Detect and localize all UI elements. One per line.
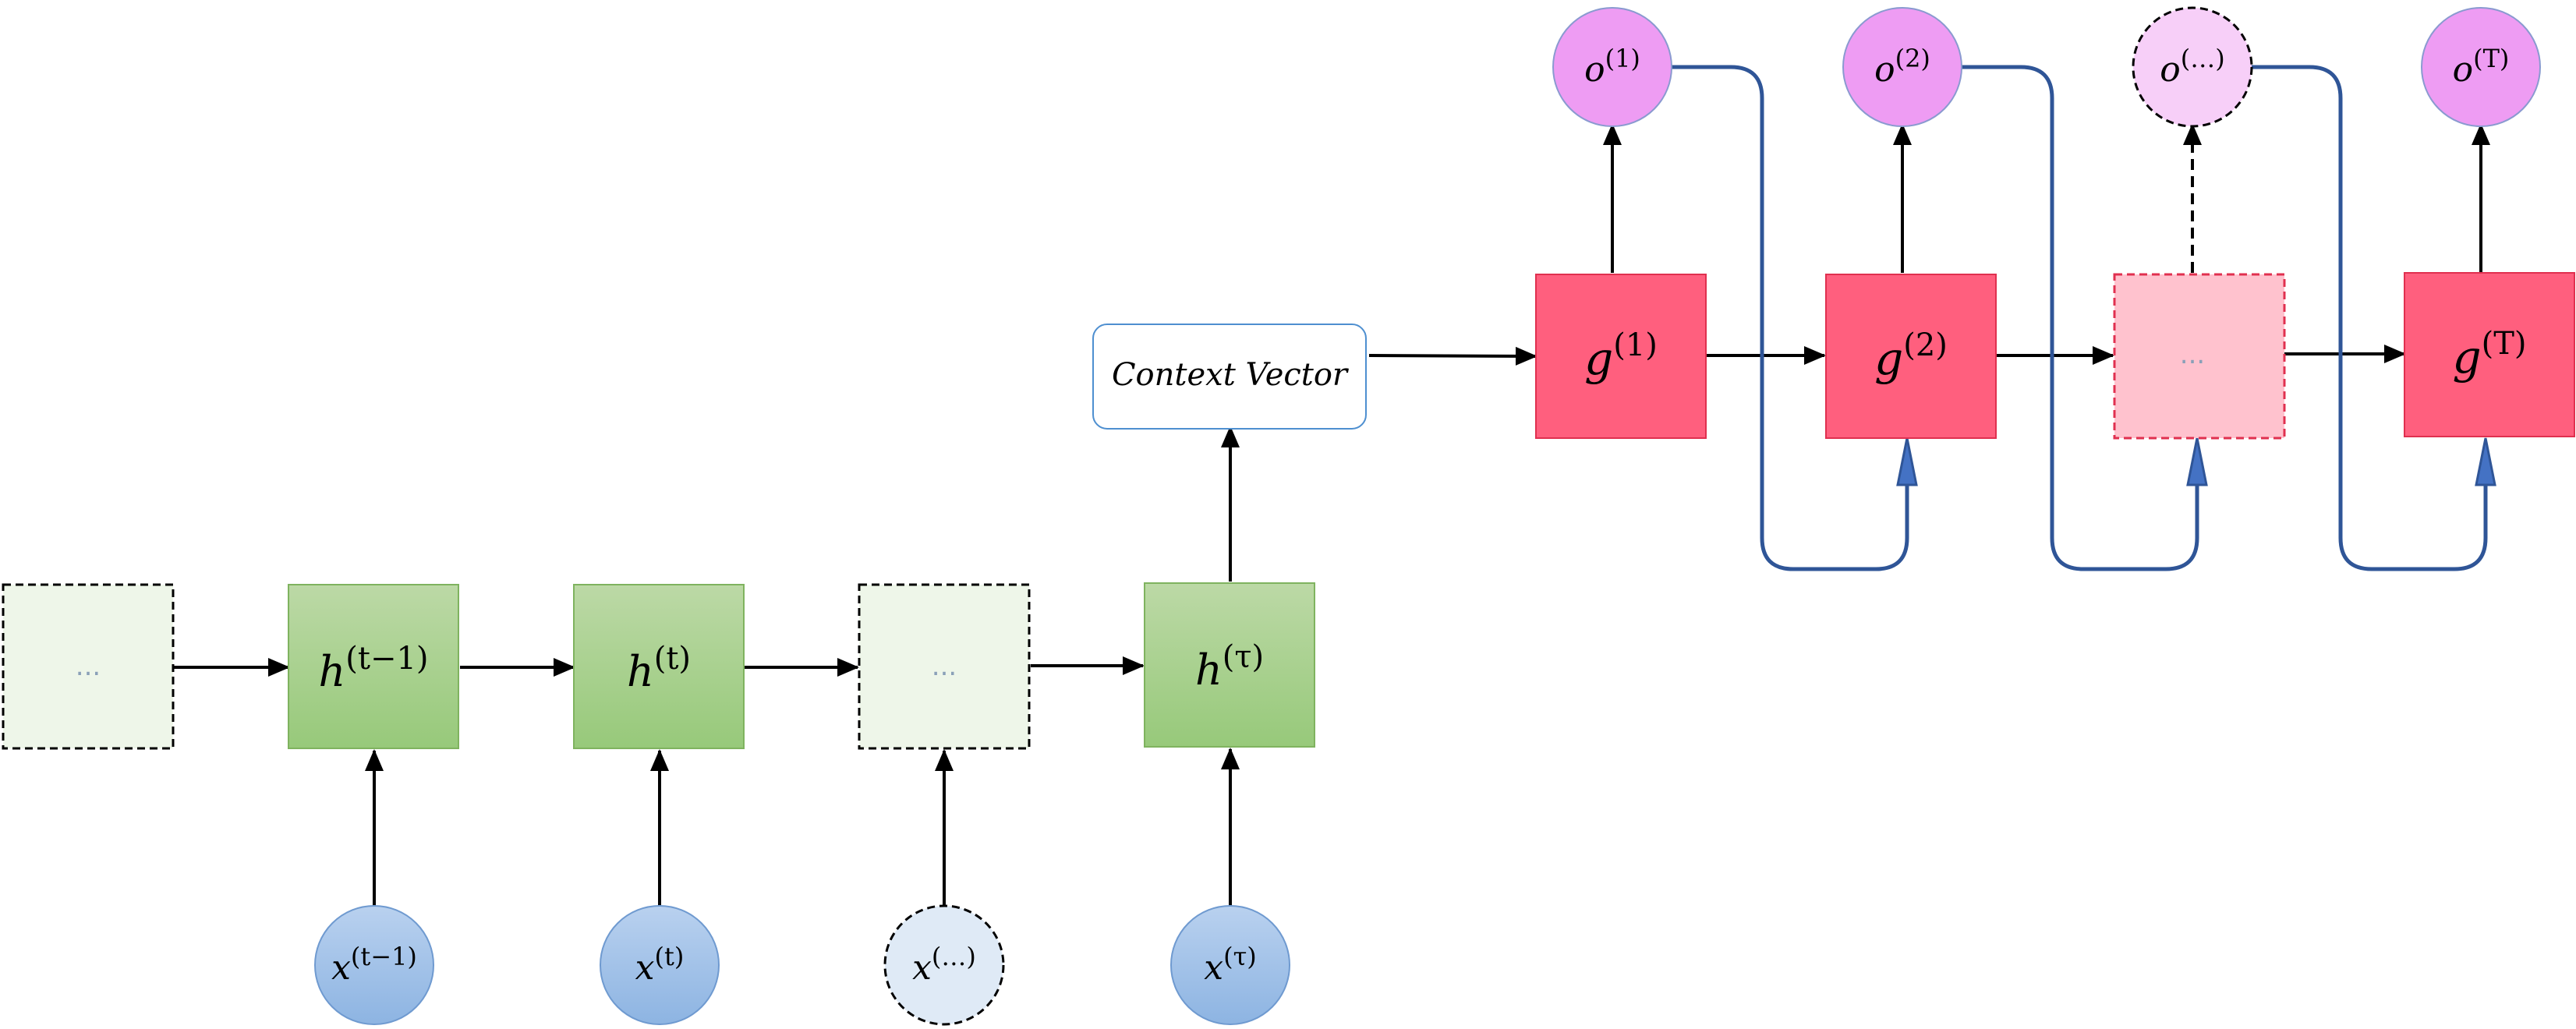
context-to-decoder-arrow	[1368, 346, 1537, 366]
decoder-cell-3: g(T)	[2404, 272, 2575, 437]
output-node-1: o(2)	[1842, 7, 1962, 127]
input-node-2-sup: (…)	[932, 942, 976, 971]
decoder-cell-3-sup: (T)	[2482, 326, 2527, 362]
encoder-arrows	[173, 656, 1145, 677]
hidden-state-2-base: h	[627, 647, 654, 696]
output-arrows	[1603, 123, 2490, 273]
svg-text:h(t): h(t)	[627, 641, 691, 696]
hidden-state-3: ...	[858, 583, 1031, 750]
input-node-1-base: x	[635, 948, 655, 988]
svg-text:h(τ): h(τ)	[1195, 639, 1264, 695]
hidden-state-2-sup: (t)	[654, 641, 691, 677]
input-node-0-base: x	[331, 948, 351, 988]
hidden-state-4: h(τ)	[1144, 582, 1315, 748]
decoder-cell-1-sup: (2)	[1903, 327, 1948, 363]
hidden-state-1: h(t−1)	[288, 584, 459, 749]
svg-text:g(2): g(2)	[1874, 327, 1948, 385]
hidden-state-4-base: h	[1195, 645, 1223, 695]
svg-text:o(1): o(1)	[1584, 44, 1640, 90]
feedback-line-3	[2250, 65, 2488, 571]
input-arrows	[365, 748, 1240, 906]
feedback-arrowheads	[1896, 437, 2496, 486]
hidden-state-0-ellipsis: ...	[76, 651, 101, 682]
output-node-2: o(…)	[2132, 6, 2253, 128]
input-node-2: x(…)	[883, 904, 1005, 1026]
hidden-state-2: h(t)	[573, 584, 745, 749]
context-vector-label: Context Vector	[1112, 357, 1350, 393]
feedback-arrowhead-1	[1896, 437, 1918, 486]
hidden-state-1-base: h	[318, 647, 345, 696]
feedback-arrowhead-2	[2186, 437, 2208, 486]
decoder-cell-2-ellipsis: ...	[2180, 339, 2205, 370]
feedback-arrowhead-3	[2475, 437, 2496, 486]
context-vector: Context Vector	[1092, 324, 1367, 430]
svg-text:o(…): o(…)	[2160, 44, 2224, 90]
input-node-3-sup: (τ)	[1223, 942, 1257, 971]
decoder-cell-0: g(1)	[1535, 274, 1707, 439]
svg-text:x(t): x(t)	[635, 942, 685, 988]
input-node-1-sup: (t)	[655, 942, 685, 971]
svg-text:x(t−1): x(t−1)	[331, 942, 417, 988]
output-node-0-base: o	[1584, 50, 1605, 90]
decoder-cell-2: ...	[2113, 273, 2286, 440]
hidden-state-4-sup: (τ)	[1223, 639, 1264, 675]
svg-text:g(T): g(T)	[2452, 326, 2526, 384]
encoder-hidden-states: ... h(t−1) h(t) ... h(τ)	[2, 582, 1315, 750]
output-node-3-base: o	[2453, 50, 2474, 90]
decoder-arrows	[1706, 345, 2406, 365]
output-node-2-base: o	[2160, 50, 2181, 90]
svg-text:h(t−1): h(t−1)	[318, 641, 428, 696]
decoder-cell-0-base: g	[1584, 332, 1613, 385]
output-node-2-sup: (…)	[2181, 44, 2225, 73]
svg-text:x(τ): x(τ)	[1204, 942, 1257, 988]
input-node-0: x(t−1)	[314, 905, 434, 1025]
input-node-1: x(t)	[600, 905, 720, 1025]
decoder-cell-1-base: g	[1874, 332, 1903, 385]
output-node-0-sup: (1)	[1605, 44, 1640, 73]
output-node-1-sup: (2)	[1895, 44, 1930, 73]
svg-text:g(1): g(1)	[1584, 327, 1658, 385]
output-node-1-base: o	[1874, 50, 1895, 90]
decoder-cell-3-base: g	[2452, 331, 2481, 384]
svg-text:o(2): o(2)	[1874, 44, 1930, 90]
svg-text:x(…): x(…)	[912, 942, 976, 988]
feedback-lines	[1670, 65, 2488, 571]
feedback-line-2	[1960, 65, 2199, 571]
input-nodes: x(t−1) x(t) x(…) x(τ)	[314, 904, 1290, 1026]
hidden-state-0: ...	[2, 583, 175, 750]
output-nodes: o(1) o(2) o(…) o(T)	[1552, 6, 2541, 128]
decoder-cell-0-sup: (1)	[1613, 327, 1658, 363]
svg-text:o(T): o(T)	[2453, 44, 2510, 90]
output-node-0: o(1)	[1552, 7, 1672, 127]
decoder-cells: g(1) g(2) ... g(T)	[1535, 272, 2575, 440]
input-node-3: x(τ)	[1170, 905, 1290, 1025]
output-node-3: o(T)	[2421, 7, 2541, 127]
hidden-state-1-sup: (t−1)	[345, 641, 428, 677]
input-node-2-base: x	[912, 948, 932, 988]
output-node-3-sup: (T)	[2473, 44, 2509, 73]
input-node-3-base: x	[1204, 948, 1223, 988]
feedback-line-1	[1670, 65, 1909, 571]
decoder-cell-1: g(2)	[1825, 274, 1997, 439]
input-node-0-sup: (t−1)	[351, 942, 417, 971]
hidden-state-3-ellipsis: ...	[932, 651, 957, 682]
